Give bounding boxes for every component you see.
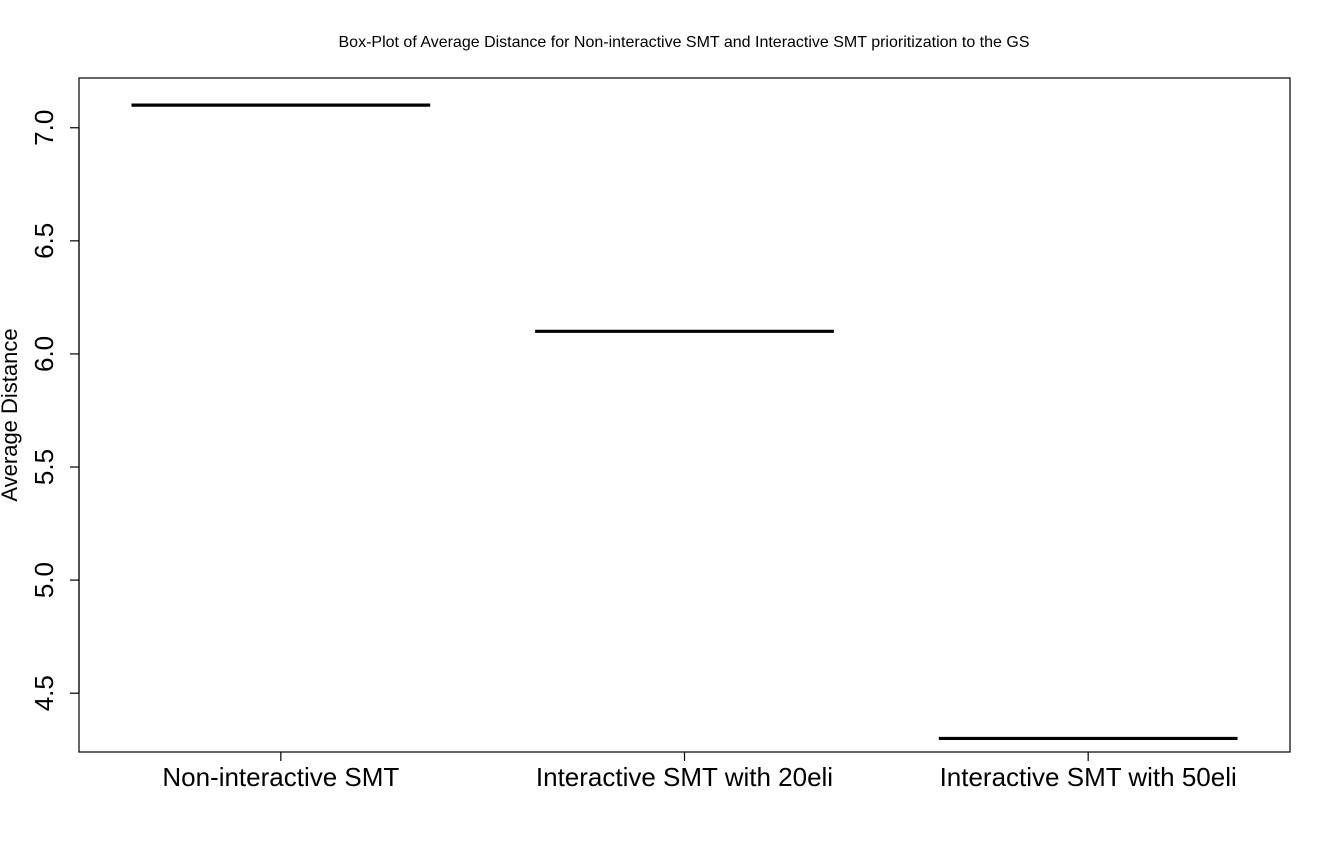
x-tick-label: Interactive SMT with 20eli [536,762,833,792]
y-tick-label: 4.5 [29,675,59,711]
plot-frame [78,77,1291,753]
x-tick-label: Non-interactive SMT [162,762,399,792]
y-axis-label: Average Distance [0,328,22,501]
y-axis: 4.5 5.0 5.5 6.0 6.5 7.0 [29,110,80,711]
x-tick-label: Interactive SMT with 50eli [940,762,1237,792]
y-tick-label: 5.0 [29,562,59,598]
median-lines [131,103,1238,741]
y-tick-label: 6.0 [29,336,59,372]
x-axis: Non-interactive SMT Interactive SMT with … [162,752,1237,792]
y-tick-label: 6.5 [29,223,59,259]
y-tick-label: 7.0 [29,110,59,146]
y-tick-label: 5.5 [29,449,59,485]
chart-title: Box-Plot of Average Distance for Non-int… [339,34,1030,51]
